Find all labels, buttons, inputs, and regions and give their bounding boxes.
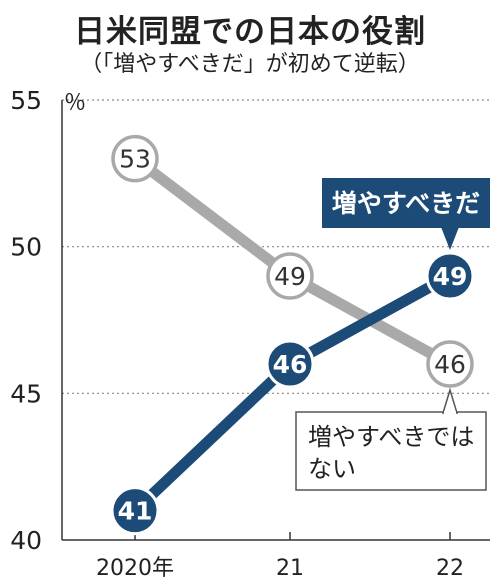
point-1-0 [110, 486, 160, 536]
data-label-0-1: 49 [274, 262, 306, 291]
point-1-2 [425, 251, 475, 301]
data-label-1-1: 46 [273, 350, 308, 379]
axis-ticks: 40 45 50 55 ％ 2020年 21 22 [10, 86, 464, 581]
x-tick-label-0: 2020年 [96, 556, 174, 581]
label-box-outlined [295, 411, 487, 491]
axes [61, 100, 490, 541]
x-tick-label-1: 21 [276, 556, 304, 581]
data-points: 53 49 46 41 46 49 [110, 134, 475, 536]
data-label-1-2: 49 [433, 262, 468, 291]
chart-subtitle: （「増やすべきだ」が初めて逆転） [80, 52, 420, 77]
point-0-1 [266, 252, 314, 300]
y-tick-label-50: 50 [10, 233, 42, 262]
x-tick-label-2: 22 [436, 556, 464, 581]
gridlines [62, 99, 490, 394]
chart-title: 日米同盟での日本の役割 [74, 14, 426, 50]
label-pointer-filled [441, 227, 459, 250]
label-box-filled [322, 178, 490, 228]
y-unit-label: ％ [64, 91, 86, 116]
y-tick-label-45: 45 [10, 379, 42, 408]
data-label-0-0: 53 [119, 145, 151, 174]
data-label-0-2: 46 [434, 350, 466, 379]
y-tick-label-40: 40 [10, 526, 42, 555]
data-label-1-0: 41 [118, 497, 153, 526]
label-pointer-outlined [441, 387, 459, 414]
label-pointer-mask [444, 411, 456, 415]
point-0-0 [111, 134, 159, 183]
point-1-1 [265, 339, 315, 389]
series-label-filled: 増やすべきだ [332, 189, 480, 218]
series-label-outlined-line-0: 増やすべきでは [308, 423, 474, 451]
y-tick-label-55: 55 [10, 86, 42, 115]
series-label-outlined-line-1: ない [308, 455, 356, 483]
point-0-2 [426, 340, 474, 388]
